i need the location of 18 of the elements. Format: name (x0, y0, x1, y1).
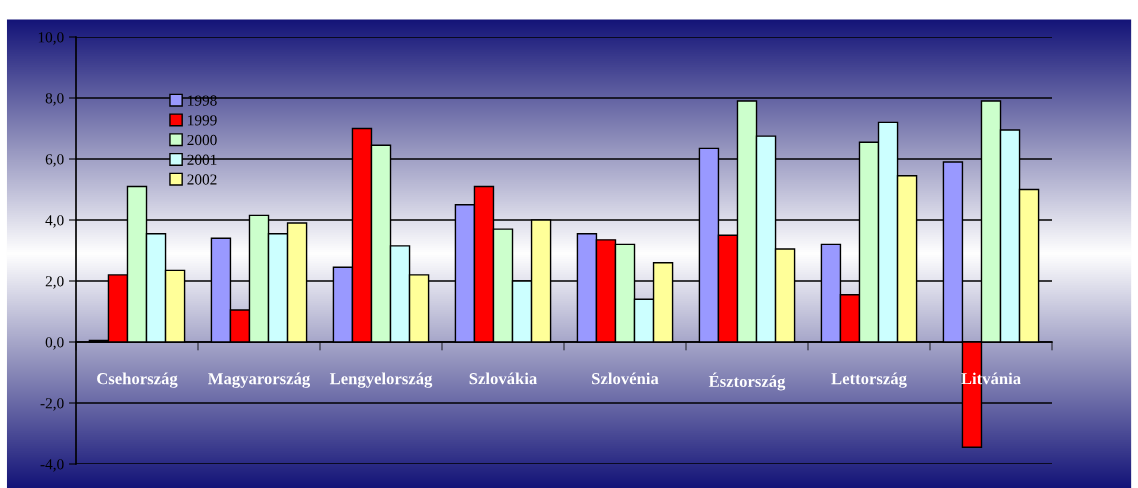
y-tick-label: 4,0 (45, 215, 64, 228)
x-tick-label: Észtország (708, 372, 786, 391)
legend-label: 2000 (187, 134, 217, 146)
x-tick-label: Csehország (97, 372, 178, 388)
y-tick-label: -2,0 (40, 398, 64, 411)
y-tick-label: 0,0 (45, 337, 64, 350)
y-tick-label: 10,0 (38, 32, 64, 45)
x-tick-label: Lengyelország (329, 372, 433, 388)
x-tick-label: Szlovénia (592, 372, 659, 385)
y-tick-label: 8,0 (45, 93, 64, 106)
x-tick-label: Szlovákia (469, 372, 538, 385)
x-tick-label: Magyarország (208, 372, 311, 388)
legend-label: 2002 (187, 174, 217, 185)
x-tick-label: Lettország (831, 372, 907, 388)
y-tick-label: -4,0 (40, 459, 64, 472)
legend-label: 1999 (188, 115, 217, 126)
y-tick-label: 2,0 (45, 276, 64, 289)
y-tick-label: 6,0 (45, 154, 64, 167)
